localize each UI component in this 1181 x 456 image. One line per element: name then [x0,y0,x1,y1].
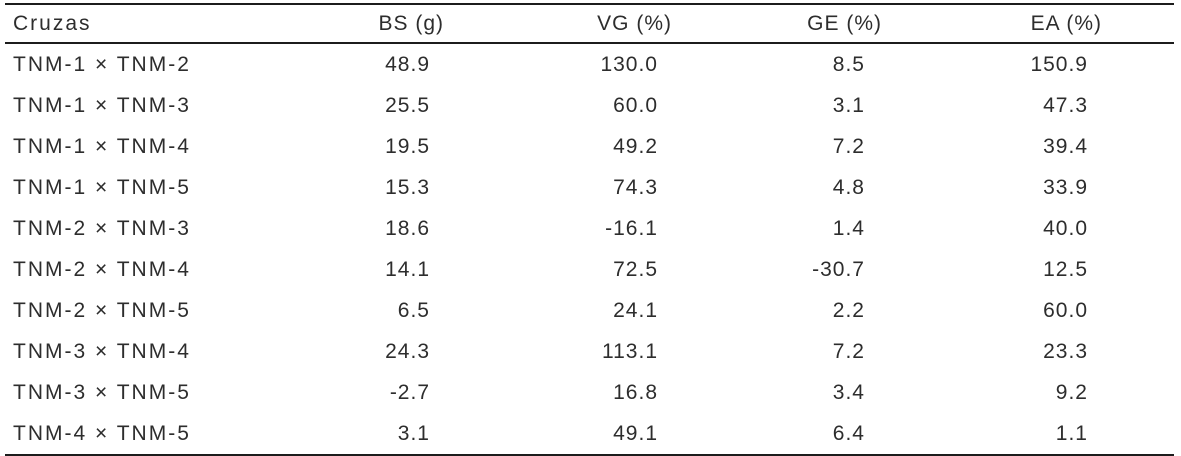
cross-name-cell: TNM-2 × TNM-4 [13,257,191,281]
vg-value-cell: 49.2 [613,134,658,158]
cross-name-cell: TNM-3 × TNM-4 [13,339,191,363]
vg-value-cell: -16.1 [605,216,658,240]
cross-name-cell: TNM-2 × TNM-3 [13,216,191,240]
vg-value-cell: 60.0 [613,93,658,117]
ge-value-cell: 1.4 [832,216,865,240]
ge-value-cell: 6.4 [832,421,865,445]
ea-value-cell: 40.0 [1043,216,1088,240]
table-row: TNM-1 × TNM-4 19.5 49.2 7.2 39.4 [5,126,1174,167]
ge-value-cell: 3.4 [832,380,865,404]
ea-value-cell: 47.3 [1043,93,1088,117]
column-header-bs: BS (g) [378,11,444,35]
vg-value-cell: 130.0 [600,52,658,76]
vg-value-cell: 72.5 [613,257,658,281]
column-header-ea: EA (%) [1030,11,1102,35]
table-row: TNM-2 × TNM-4 14.1 72.5 -30.7 12.5 [5,249,1174,290]
header-row: Cruzas BS (g) VG (%) GE (%) EA (%) [5,4,1174,43]
vg-value-cell: 113.1 [602,339,658,363]
cross-name-cell: TNM-1 × TNM-2 [13,52,191,76]
bs-value-cell: 24.3 [385,339,430,363]
crosses-data-table: Cruzas BS (g) VG (%) GE (%) EA (%) TNM-1… [5,3,1174,456]
vg-value-cell: 24.1 [613,298,658,322]
cross-name-cell: TNM-3 × TNM-5 [13,380,191,404]
cross-name-cell: TNM-4 × TNM-5 [13,421,191,445]
ea-value-cell: 9.2 [1055,380,1088,404]
ea-value-cell: 39.4 [1043,134,1088,158]
bs-value-cell: 6.5 [397,298,430,322]
ea-value-cell: 23.3 [1043,339,1088,363]
ge-value-cell: 4.8 [832,175,865,199]
column-header-cruzas: Cruzas [13,11,92,35]
bs-value-cell: 14.1 [385,257,430,281]
ge-value-cell: -30.7 [812,257,865,281]
cross-name-cell: TNM-1 × TNM-5 [13,175,191,199]
cross-name-cell: TNM-1 × TNM-3 [13,93,191,117]
ge-value-cell: 7.2 [832,339,865,363]
table-header: Cruzas BS (g) VG (%) GE (%) EA (%) [5,4,1174,43]
table-row: TNM-1 × TNM-3 25.5 60.0 3.1 47.3 [5,85,1174,126]
ea-value-cell: 12.5 [1043,257,1088,281]
table-row: TNM-2 × TNM-3 18.6 -16.1 1.4 40.0 [5,208,1174,249]
table-body: TNM-1 × TNM-2 48.9 130.0 8.5 150.9 TNM-1 × TN… [5,43,1174,455]
ge-value-cell: 7.2 [832,134,865,158]
ge-value-cell: 3.1 [832,93,865,117]
vg-value-cell: 49.1 [613,421,658,445]
bs-value-cell: 18.6 [385,216,430,240]
table-row: TNM-2 × TNM-5 6.5 24.1 2.2 60.0 [5,290,1174,331]
vg-value-cell: 16.8 [613,380,658,404]
bs-value-cell: 25.5 [385,93,430,117]
ea-value-cell: 33.9 [1043,175,1088,199]
column-header-vg: VG (%) [597,11,672,35]
ea-value-cell: 150.9 [1030,52,1088,76]
table-row: TNM-4 × TNM-5 3.1 49.1 6.4 1.1 [5,413,1174,455]
table-row: TNM-3 × TNM-5 -2.7 16.8 3.4 9.2 [5,372,1174,413]
cross-name-cell: TNM-1 × TNM-4 [13,134,191,158]
ge-value-cell: 8.5 [832,52,865,76]
table-row: TNM-1 × TNM-2 48.9 130.0 8.5 150.9 [5,43,1174,85]
column-header-ge: GE (%) [807,11,882,35]
bs-value-cell: 15.3 [385,175,430,199]
bs-value-cell: 19.5 [385,134,430,158]
bs-value-cell: 3.1 [397,421,430,445]
table-row: TNM-1 × TNM-5 15.3 74.3 4.8 33.9 [5,167,1174,208]
ge-value-cell: 2.2 [832,298,865,322]
vg-value-cell: 74.3 [613,175,658,199]
cross-name-cell: TNM-2 × TNM-5 [13,298,191,322]
ea-value-cell: 1.1 [1055,421,1088,445]
bs-value-cell: 48.9 [385,52,430,76]
ea-value-cell: 60.0 [1043,298,1088,322]
table-row: TNM-3 × TNM-4 24.3 113.1 7.2 23.3 [5,331,1174,372]
bs-value-cell: -2.7 [389,380,430,404]
